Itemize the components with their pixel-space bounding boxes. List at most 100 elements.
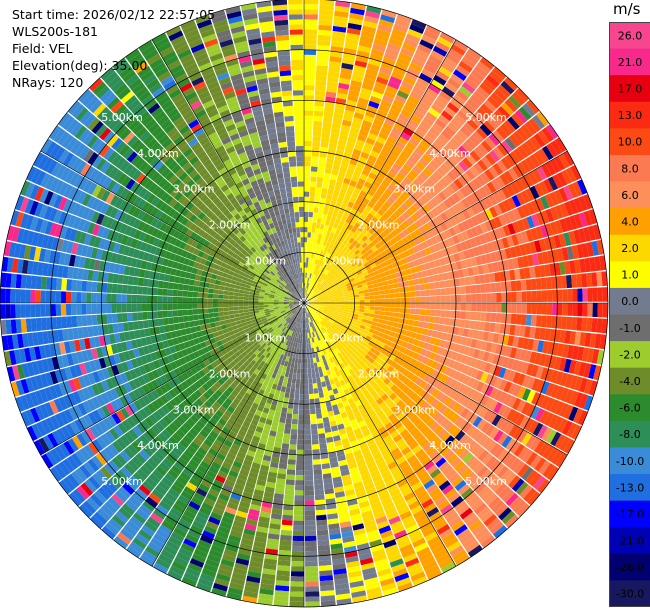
velocity-gate (410, 114, 422, 124)
velocity-gate (364, 303, 370, 307)
velocity-gate (337, 290, 344, 294)
velocity-gate (428, 187, 438, 198)
velocity-gate (530, 364, 539, 378)
velocity-gate (462, 328, 470, 337)
velocity-gate (346, 141, 355, 149)
velocity-gate (465, 169, 476, 181)
velocity-gate (493, 109, 507, 123)
velocity-gate (316, 276, 321, 282)
velocity-gate (566, 246, 574, 260)
velocity-gate (407, 247, 415, 256)
velocity-gate (343, 114, 353, 122)
velocity-gate (304, 257, 307, 263)
velocity-gate (385, 259, 392, 266)
velocity-gate (301, 358, 304, 364)
velocity-gate (304, 490, 315, 496)
velocity-gate (532, 114, 546, 130)
velocity-gate (406, 234, 414, 242)
velocity-gate (533, 133, 546, 148)
velocity-gate (440, 295, 446, 303)
velocity-gate (309, 290, 313, 295)
velocity-gate (475, 213, 485, 224)
velocity-gate (330, 285, 336, 290)
velocity-gate (444, 125, 456, 137)
velocity-gate (405, 123, 417, 133)
velocity-gate (341, 257, 347, 264)
velocity-gate (316, 217, 322, 224)
velocity-gate (389, 331, 396, 338)
velocity-gate (554, 156, 566, 171)
velocity-gate (317, 539, 330, 546)
velocity-gate (306, 338, 309, 344)
velocity-gate (388, 284, 394, 290)
velocity-gate (335, 180, 343, 188)
velocity-gate (428, 54, 443, 66)
velocity-gate (427, 254, 434, 262)
velocity-gate (337, 288, 343, 292)
velocity-gate (300, 373, 304, 379)
velocity-gate (324, 246, 329, 252)
velocity-gate (341, 286, 348, 291)
velocity-gate (460, 106, 473, 118)
velocity-gate (304, 69, 316, 76)
velocity-gate (553, 189, 564, 204)
velocity-gate (400, 329, 407, 336)
velocity-gate (453, 39, 469, 52)
velocity-gate (543, 237, 552, 251)
velocity-gate (400, 80, 414, 91)
velocity-gate (277, 560, 291, 567)
velocity-gate (321, 187, 328, 194)
velocity-gate (562, 151, 575, 167)
velocity-gate (407, 28, 423, 39)
velocity-gate (490, 92, 504, 106)
velocity-gate (443, 144, 454, 156)
velocity-gate (404, 291, 411, 298)
velocity-gate (304, 130, 313, 136)
velocity-gate (446, 333, 453, 342)
velocity-gate (316, 55, 329, 61)
velocity-gate (311, 268, 315, 274)
velocity-gate (347, 22, 362, 31)
velocity-gate (345, 282, 352, 287)
velocity-gate (440, 288, 446, 296)
velocity-gate (323, 111, 334, 118)
velocity-gate (581, 243, 589, 258)
velocity-gate (349, 300, 355, 303)
velocity-gate (338, 77, 351, 85)
velocity-gate (447, 195, 457, 206)
velocity-gate (351, 191, 359, 199)
velocity-gate (333, 310, 339, 314)
velocity-gate (419, 72, 433, 84)
velocity-gate (331, 269, 337, 275)
velocity-gate (555, 276, 562, 289)
velocity-gate (336, 197, 344, 204)
velocity-gate (448, 227, 457, 237)
velocity-gate (486, 293, 492, 303)
velocity-gate (339, 237, 346, 244)
velocity-gate (431, 252, 439, 261)
velocity-gate (375, 220, 383, 228)
velocity-gate (503, 170, 515, 183)
velocity-gate (413, 53, 428, 64)
velocity-gate (384, 289, 390, 295)
velocity-gate (384, 188, 393, 197)
velocity-gate (497, 106, 511, 119)
velocity-gate (309, 263, 313, 269)
velocity-gate (504, 98, 518, 113)
velocity-gate (366, 320, 373, 325)
velocity-gate (434, 338, 441, 347)
velocity-gate (324, 106, 335, 113)
velocity-gate (319, 202, 325, 209)
velocity-gate (458, 145, 469, 157)
velocity-gate (345, 37, 359, 46)
velocity-gate (509, 151, 521, 165)
velocity-gate (476, 107, 490, 120)
velocity-gate (342, 57, 355, 65)
velocity-gate (455, 65, 470, 77)
velocity-gate (348, 292, 354, 296)
velocity-gate (480, 172, 491, 184)
velocity-gate (472, 131, 484, 143)
velocity-gate (304, 480, 314, 486)
velocity-gate (314, 301, 320, 303)
velocity-gate (330, 262, 336, 268)
